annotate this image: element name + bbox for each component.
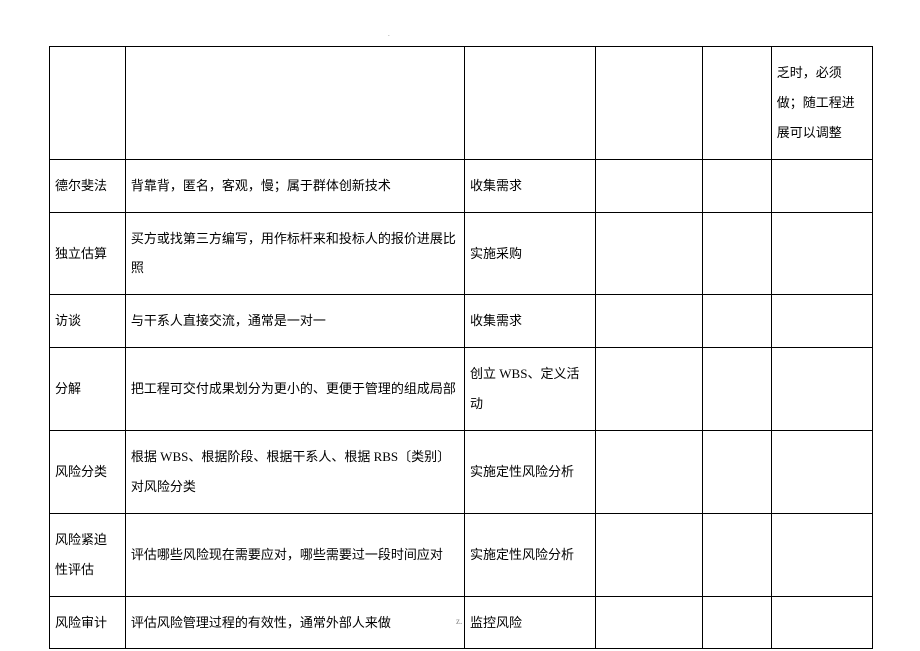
cell-col6 — [771, 295, 872, 348]
cell-process — [465, 47, 596, 160]
cell-col6 — [771, 596, 872, 649]
cell-term: 风险审计 — [50, 596, 126, 649]
cell-col4 — [595, 159, 702, 212]
cell-col4 — [595, 212, 702, 295]
cell-col6 — [771, 513, 872, 596]
cell-description: 把工程可交付成果划分为更小的、更便于管理的组成局部 — [125, 348, 464, 431]
cell-col5 — [702, 47, 771, 160]
cell-col5 — [702, 159, 771, 212]
cell-col6 — [771, 159, 872, 212]
cell-term: 风险紧迫性评估 — [50, 513, 126, 596]
cell-description: 背靠背，匿名，客观，慢；属于群体创新技术 — [125, 159, 464, 212]
cell-term: 分解 — [50, 348, 126, 431]
cell-col6: 乏时，必须做；随工程进展可以调整 — [771, 47, 872, 160]
main-table: 乏时，必须做；随工程进展可以调整 德尔斐法 背靠背，匿名，客观，慢；属于群体创新… — [49, 46, 873, 649]
cell-term: 访谈 — [50, 295, 126, 348]
cell-col5 — [702, 431, 771, 514]
main-table-container: 乏时，必须做；随工程进展可以调整 德尔斐法 背靠背，匿名，客观，慢；属于群体创新… — [49, 46, 873, 649]
cell-col5 — [702, 596, 771, 649]
table-row: 独立估算 买方或找第三方编写，用作标杆来和投标人的报价进展比照 实施采购 — [50, 212, 873, 295]
cell-process: 实施定性风险分析 — [465, 431, 596, 514]
cell-col5 — [702, 212, 771, 295]
page-footer-mark: z. — [456, 616, 462, 626]
cell-term: 德尔斐法 — [50, 159, 126, 212]
cell-description: 根据 WBS、根据阶段、根据干系人、根据 RBS〔类别〕对风险分类 — [125, 431, 464, 514]
cell-process: 收集需求 — [465, 295, 596, 348]
cell-process: 监控风险 — [465, 596, 596, 649]
cell-description: 评估风险管理过程的有效性，通常外部人来做 — [125, 596, 464, 649]
cell-col5 — [702, 513, 771, 596]
cell-term — [50, 47, 126, 160]
cell-col4 — [595, 348, 702, 431]
table-row: 风险紧迫性评估 评估哪些风险现在需要应对，哪些需要过一段时间应对 实施定性风险分… — [50, 513, 873, 596]
cell-col4 — [595, 295, 702, 348]
cell-col4 — [595, 596, 702, 649]
cell-col4 — [595, 513, 702, 596]
cell-process: 实施采购 — [465, 212, 596, 295]
cell-col4 — [595, 431, 702, 514]
cell-col6 — [771, 348, 872, 431]
page-top-mark: . — [388, 30, 390, 38]
table-row: 分解 把工程可交付成果划分为更小的、更便于管理的组成局部 创立 WBS、定义活动 — [50, 348, 873, 431]
table-row: 乏时，必须做；随工程进展可以调整 — [50, 47, 873, 160]
cell-description: 与干系人直接交流，通常是一对一 — [125, 295, 464, 348]
table-row: 德尔斐法 背靠背，匿名，客观，慢；属于群体创新技术 收集需求 — [50, 159, 873, 212]
cell-col6 — [771, 212, 872, 295]
cell-col5 — [702, 348, 771, 431]
cell-description: 买方或找第三方编写，用作标杆来和投标人的报价进展比照 — [125, 212, 464, 295]
cell-term: 独立估算 — [50, 212, 126, 295]
table-row: 访谈 与干系人直接交流，通常是一对一 收集需求 — [50, 295, 873, 348]
cell-col6 — [771, 431, 872, 514]
table-row: 风险分类 根据 WBS、根据阶段、根据干系人、根据 RBS〔类别〕对风险分类 实… — [50, 431, 873, 514]
cell-description — [125, 47, 464, 160]
cell-process: 实施定性风险分析 — [465, 513, 596, 596]
cell-process: 创立 WBS、定义活动 — [465, 348, 596, 431]
cell-description: 评估哪些风险现在需要应对，哪些需要过一段时间应对 — [125, 513, 464, 596]
cell-term: 风险分类 — [50, 431, 126, 514]
cell-col4 — [595, 47, 702, 160]
cell-col5 — [702, 295, 771, 348]
cell-process: 收集需求 — [465, 159, 596, 212]
